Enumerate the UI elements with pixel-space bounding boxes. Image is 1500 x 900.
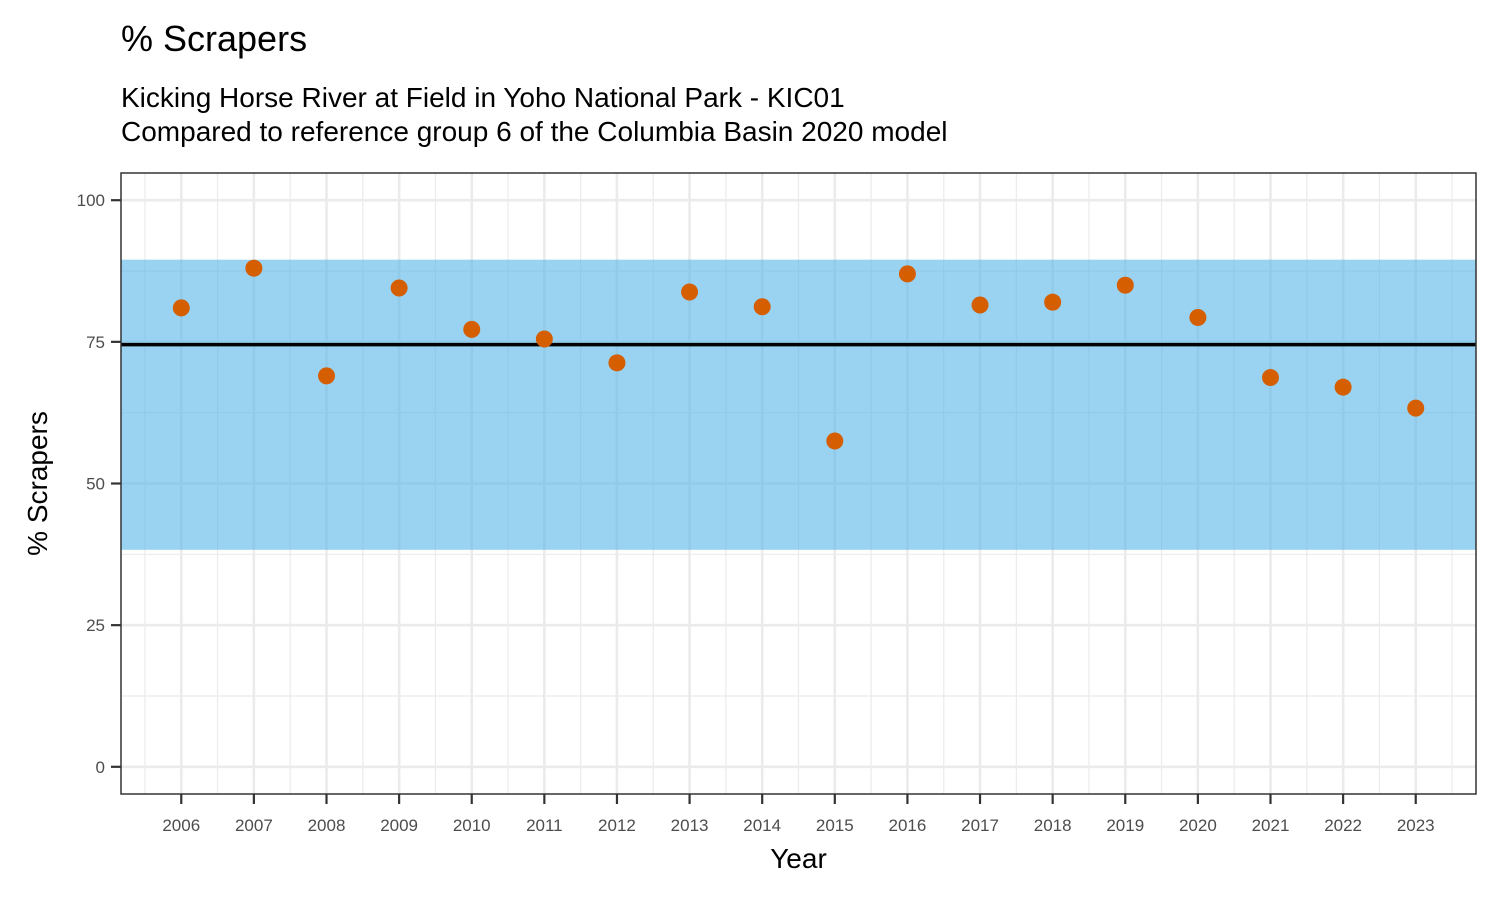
y-axis-title: % Scrapers <box>22 411 53 556</box>
data-point-2010 <box>463 320 481 338</box>
data-point-2017 <box>971 296 989 314</box>
x-tick-label: 2018 <box>1034 816 1072 835</box>
y-tick-label: 50 <box>86 475 105 494</box>
y-axis: 0 25 50 75 100 <box>77 191 121 777</box>
x-tick-label: 2021 <box>1252 816 1290 835</box>
x-tick-label: 2008 <box>308 816 346 835</box>
y-tick-label: 75 <box>86 333 105 352</box>
data-point-2014 <box>753 298 771 316</box>
x-tick-label: 2022 <box>1324 816 1362 835</box>
reference-range-band <box>121 259 1476 550</box>
data-points <box>172 259 1425 450</box>
data-point-2006 <box>172 299 190 317</box>
x-axis: 2006 2007 2008 2009 2010 2011 2012 2013 2014 2015… <box>162 794 1435 835</box>
data-point-2012 <box>608 354 626 372</box>
y-tick-label: 100 <box>77 191 105 210</box>
x-tick-label: 2015 <box>816 816 854 835</box>
data-point-2007 <box>245 259 263 277</box>
x-tick-label: 2006 <box>162 816 200 835</box>
x-tick-label: 2009 <box>380 816 418 835</box>
x-tick-label: 2019 <box>1106 816 1144 835</box>
x-tick-label: 2013 <box>671 816 709 835</box>
data-point-2016 <box>898 265 916 283</box>
data-point-2015 <box>826 432 844 450</box>
y-tick-label: 0 <box>96 758 105 777</box>
data-point-2022 <box>1334 378 1352 396</box>
data-point-2009 <box>390 279 408 297</box>
data-point-2019 <box>1116 276 1134 294</box>
data-point-2018 <box>1044 293 1062 311</box>
x-tick-label: 2017 <box>961 816 999 835</box>
chart-subtitle-line-2: Compared to reference group 6 of the Col… <box>121 116 948 147</box>
x-tick-label: 2011 <box>526 816 563 835</box>
x-axis-title: Year <box>770 843 827 874</box>
x-tick-label: 2016 <box>889 816 927 835</box>
x-tick-label: 2012 <box>598 816 636 835</box>
chart-subtitle-line-1: Kicking Horse River at Field in Yoho Nat… <box>121 82 845 113</box>
data-point-2020 <box>1189 308 1207 326</box>
data-point-2013 <box>681 283 699 301</box>
x-tick-label: 2007 <box>235 816 273 835</box>
data-point-2011 <box>535 330 553 348</box>
y-tick-label: 25 <box>86 616 105 635</box>
chart-title: % Scrapers <box>121 18 308 59</box>
x-tick-label: 2010 <box>453 816 491 835</box>
x-tick-label: 2023 <box>1397 816 1435 835</box>
x-tick-label: 2020 <box>1179 816 1217 835</box>
x-tick-label: 2014 <box>743 816 781 835</box>
data-point-2021 <box>1261 369 1279 387</box>
data-point-2023 <box>1407 399 1425 417</box>
data-point-2008 <box>318 367 336 385</box>
